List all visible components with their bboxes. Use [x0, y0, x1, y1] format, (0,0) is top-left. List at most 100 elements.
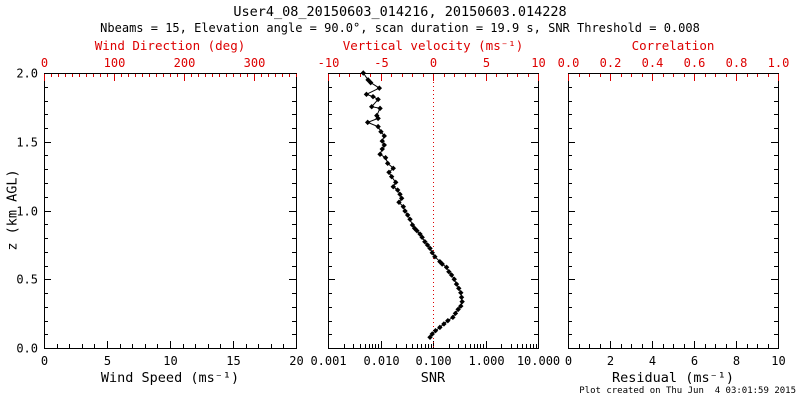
top-tick-label: 0.8	[726, 56, 748, 70]
data-point	[402, 208, 408, 214]
data-point	[363, 91, 370, 98]
data-point	[364, 119, 371, 126]
data-point	[443, 264, 450, 270]
data-point	[441, 321, 447, 327]
x-tick-label: 10	[163, 354, 177, 368]
data-point	[400, 203, 407, 210]
y-tick-label: 1.5	[16, 136, 38, 150]
top-tick-label: 200	[174, 56, 196, 70]
data-point	[429, 331, 435, 337]
data-point	[409, 222, 416, 228]
top-tick-label: 0.2	[600, 56, 622, 70]
data-point	[384, 160, 391, 167]
top-tick-label: 1.0	[768, 56, 790, 70]
plot-title: User4_08_20150603_014216, 20150603.01422…	[233, 4, 567, 20]
correlation-axis-title: Correlation	[631, 38, 715, 53]
data-point	[455, 306, 461, 313]
data-point	[452, 310, 459, 317]
data-point	[377, 151, 383, 157]
wind-direction-axis-title: Wind Direction (deg)	[94, 38, 246, 53]
y-tick-label: 0.0	[16, 342, 38, 356]
plot-subtitle: Nbeams = 15, Elevation angle = 90.0°, sc…	[100, 21, 700, 35]
data-point	[445, 317, 451, 324]
data-point	[459, 298, 465, 305]
data-point	[456, 285, 462, 292]
x-tick-label: 15	[226, 354, 240, 368]
data-point	[417, 231, 423, 237]
top-tick-label: 5	[483, 56, 490, 70]
data-point	[414, 228, 420, 234]
data-point	[424, 242, 431, 248]
data-point	[422, 239, 428, 245]
x-tick-label: 1.000	[468, 354, 504, 368]
data-point	[379, 138, 385, 144]
data-point	[453, 281, 460, 287]
x-tick-label: 0.001	[310, 354, 346, 368]
data-point	[376, 85, 383, 91]
data-point	[404, 212, 411, 218]
x-tick-label: 0	[565, 354, 572, 368]
data-point	[427, 334, 433, 340]
data-point	[360, 70, 366, 76]
data-point	[378, 129, 384, 135]
data-point	[375, 96, 381, 103]
data-point	[446, 268, 452, 275]
data-point	[432, 254, 438, 260]
data-point	[396, 199, 402, 205]
residual-panel-frame	[568, 73, 779, 349]
data-point	[448, 272, 455, 278]
top-tick-label: 100	[104, 56, 126, 70]
data-point	[432, 327, 439, 334]
snr-profile-line	[362, 72, 463, 338]
top-tick-label: 0.4	[642, 56, 664, 70]
x-tick-label: 0	[41, 354, 48, 368]
top-tick-label: 300	[244, 56, 266, 70]
height-axis-title: z (km AGL)	[4, 169, 21, 251]
data-point	[390, 165, 396, 171]
data-point	[375, 123, 381, 130]
y-tick-label: 1.0	[16, 205, 38, 219]
residual-axis-title: Residual (ms⁻¹)	[612, 370, 734, 386]
data-point	[386, 169, 392, 175]
top-tick-label: 0	[41, 56, 48, 70]
y-tick-label: 2.0	[16, 67, 38, 81]
x-tick-label: 10.000	[517, 354, 560, 368]
data-point	[390, 184, 396, 190]
data-point	[394, 187, 401, 193]
top-tick-label: 0.0	[558, 56, 580, 70]
wind-speed-axis-title: Wind Speed (ms⁻¹)	[100, 370, 240, 386]
data-point	[381, 142, 387, 148]
top-tick-label: 0	[430, 56, 437, 70]
x-tick-label: 4	[649, 354, 656, 368]
data-point	[458, 294, 465, 300]
top-tick-label: 10	[531, 56, 545, 70]
wind-panel-frame	[44, 73, 297, 349]
vertical-velocity-axis-title: Vertical velocity (ms⁻¹)	[342, 38, 524, 53]
data-point	[458, 290, 464, 296]
x-tick-label: 8	[733, 354, 740, 368]
x-tick-label: 6	[691, 354, 698, 368]
x-tick-label: 0.100	[415, 354, 451, 368]
x-tick-label: 10	[771, 354, 785, 368]
creation-timestamp: Plot created on Thu Jun 4 03:01:59 2015	[579, 386, 796, 396]
x-tick-label: 0.010	[363, 354, 399, 368]
data-point	[397, 191, 403, 197]
snr-axis-title: SNR	[420, 370, 446, 386]
data-point	[375, 115, 381, 122]
data-point	[429, 250, 435, 256]
y-tick-label: 0.5	[16, 273, 38, 287]
data-point	[427, 245, 433, 252]
data-point	[367, 79, 374, 86]
data-point	[451, 276, 457, 282]
x-tick-label: 20	[289, 354, 303, 368]
data-point	[393, 179, 399, 186]
data-point	[398, 195, 405, 201]
x-tick-label: 2	[607, 354, 614, 368]
data-point	[381, 133, 387, 139]
data-point	[379, 146, 385, 152]
top-tick-label: -10	[318, 56, 340, 70]
data-point	[377, 105, 383, 112]
data-point	[450, 314, 456, 321]
